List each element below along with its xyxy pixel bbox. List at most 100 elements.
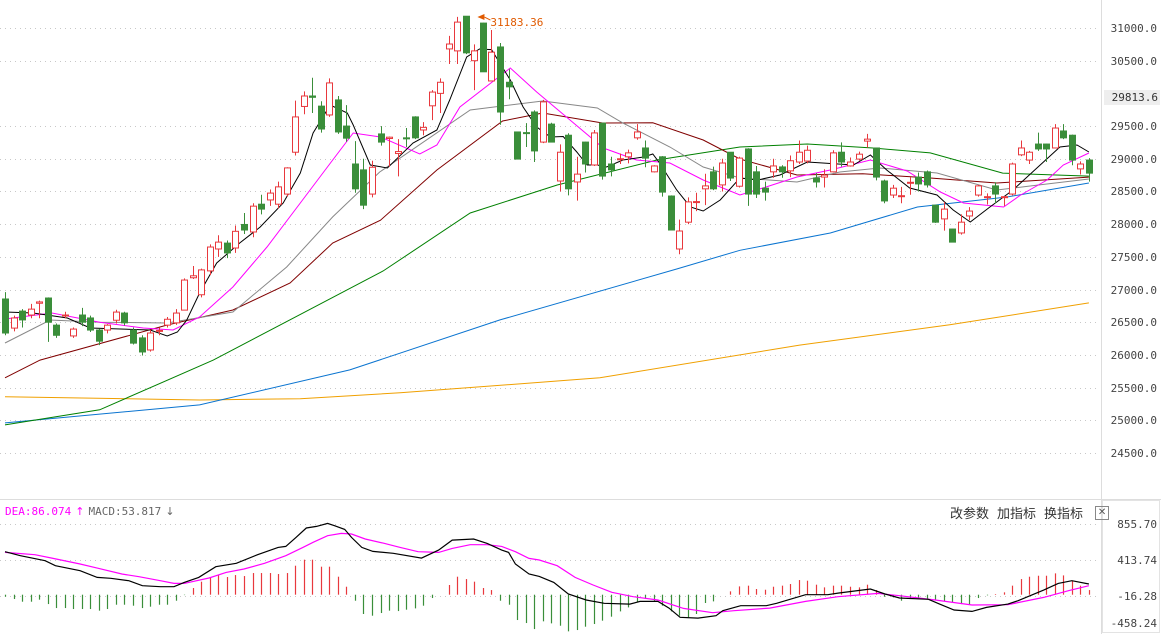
candle[interactable] — [301, 91, 308, 115]
candle[interactable] — [156, 327, 163, 336]
candle[interactable] — [1060, 124, 1067, 140]
close-icon[interactable]: ✕ — [1095, 505, 1110, 520]
candle[interactable] — [258, 194, 265, 215]
candle[interactable] — [540, 99, 547, 144]
candle[interactable] — [941, 201, 948, 231]
candle[interactable] — [497, 43, 504, 125]
candle[interactable] — [198, 268, 205, 298]
candle[interactable] — [326, 78, 333, 117]
candle[interactable] — [104, 324, 111, 334]
candle[interactable] — [429, 90, 436, 121]
candle[interactable] — [53, 323, 60, 338]
candle[interactable] — [70, 327, 77, 338]
candle[interactable] — [79, 307, 86, 327]
candle[interactable] — [796, 140, 803, 164]
candle[interactable] — [966, 207, 973, 221]
candle[interactable] — [890, 184, 897, 198]
candle[interactable] — [96, 328, 103, 346]
candle[interactable] — [838, 142, 845, 167]
candle[interactable] — [241, 213, 248, 234]
candle[interactable] — [1009, 162, 1016, 196]
candle[interactable] — [28, 303, 35, 319]
candle[interactable] — [446, 35, 453, 64]
candle[interactable] — [113, 309, 120, 324]
candle[interactable] — [565, 133, 572, 196]
candle[interactable] — [224, 240, 231, 259]
candle[interactable] — [480, 22, 487, 73]
candle[interactable] — [651, 165, 658, 173]
candle[interactable] — [702, 173, 709, 206]
candle[interactable] — [164, 316, 171, 328]
candle[interactable] — [1077, 161, 1084, 175]
candle[interactable] — [608, 156, 615, 177]
candle[interactable] — [591, 129, 598, 166]
candle[interactable] — [787, 155, 794, 178]
candle[interactable] — [284, 167, 291, 197]
candle[interactable] — [378, 126, 385, 146]
candle[interactable] — [318, 101, 325, 133]
candle[interactable] — [514, 131, 521, 160]
candle[interactable] — [352, 141, 359, 193]
candle[interactable] — [958, 214, 965, 235]
candle[interactable] — [1086, 158, 1093, 182]
candle[interactable] — [804, 145, 811, 164]
candle[interactable] — [506, 69, 513, 100]
candle[interactable] — [309, 77, 316, 113]
candle[interactable] — [770, 158, 777, 178]
candle[interactable] — [250, 203, 257, 238]
candle[interactable] — [924, 170, 931, 188]
candle[interactable] — [847, 157, 854, 167]
candle[interactable] — [454, 16, 461, 64]
candle[interactable] — [557, 144, 564, 192]
candle[interactable] — [830, 150, 837, 173]
candle[interactable] — [779, 165, 786, 178]
candle[interactable] — [190, 265, 197, 280]
candle[interactable] — [343, 105, 350, 142]
candle[interactable] — [992, 182, 999, 204]
candle[interactable] — [736, 156, 743, 188]
candle[interactable] — [821, 169, 828, 188]
candle[interactable] — [173, 309, 180, 325]
candle[interactable] — [574, 156, 581, 201]
candle[interactable] — [267, 189, 274, 206]
edit-params-button[interactable]: 改参数 — [950, 507, 990, 522]
candle[interactable] — [975, 184, 982, 197]
candle[interactable] — [147, 330, 154, 352]
candle[interactable] — [1001, 196, 1008, 206]
candle[interactable] — [130, 327, 137, 345]
candle[interactable] — [181, 278, 188, 311]
candle[interactable] — [412, 116, 419, 140]
candle[interactable] — [471, 44, 478, 91]
candle[interactable] — [1069, 134, 1076, 166]
candle[interactable] — [215, 235, 222, 257]
candle[interactable] — [582, 141, 589, 173]
candle[interactable] — [753, 165, 760, 198]
candle[interactable] — [275, 181, 282, 209]
candle[interactable] — [659, 156, 666, 197]
candle[interactable] — [719, 158, 726, 192]
candle[interactable] — [11, 315, 18, 332]
candle[interactable] — [599, 122, 606, 180]
candle[interactable] — [548, 122, 555, 143]
candle[interactable] — [727, 151, 734, 181]
candle[interactable] — [898, 186, 905, 204]
candle[interactable] — [668, 195, 675, 231]
candle[interactable] — [36, 300, 43, 319]
candle[interactable] — [1026, 150, 1033, 164]
candle[interactable] — [403, 128, 410, 147]
candle[interactable] — [634, 124, 641, 140]
candle[interactable] — [531, 110, 538, 163]
candle[interactable] — [1043, 143, 1050, 163]
candle[interactable] — [762, 181, 769, 201]
candle[interactable] — [207, 244, 214, 276]
candle[interactable] — [685, 197, 692, 225]
candle[interactable] — [292, 100, 299, 156]
candle[interactable] — [395, 139, 402, 177]
switch-indicator-button[interactable]: 换指标 — [1044, 507, 1084, 522]
candle[interactable] — [745, 148, 752, 206]
candle[interactable] — [335, 95, 342, 134]
candle[interactable] — [693, 192, 700, 212]
candle[interactable] — [625, 149, 632, 164]
add-indicator-button[interactable]: 加指标 — [997, 507, 1037, 522]
candle[interactable] — [62, 311, 69, 319]
